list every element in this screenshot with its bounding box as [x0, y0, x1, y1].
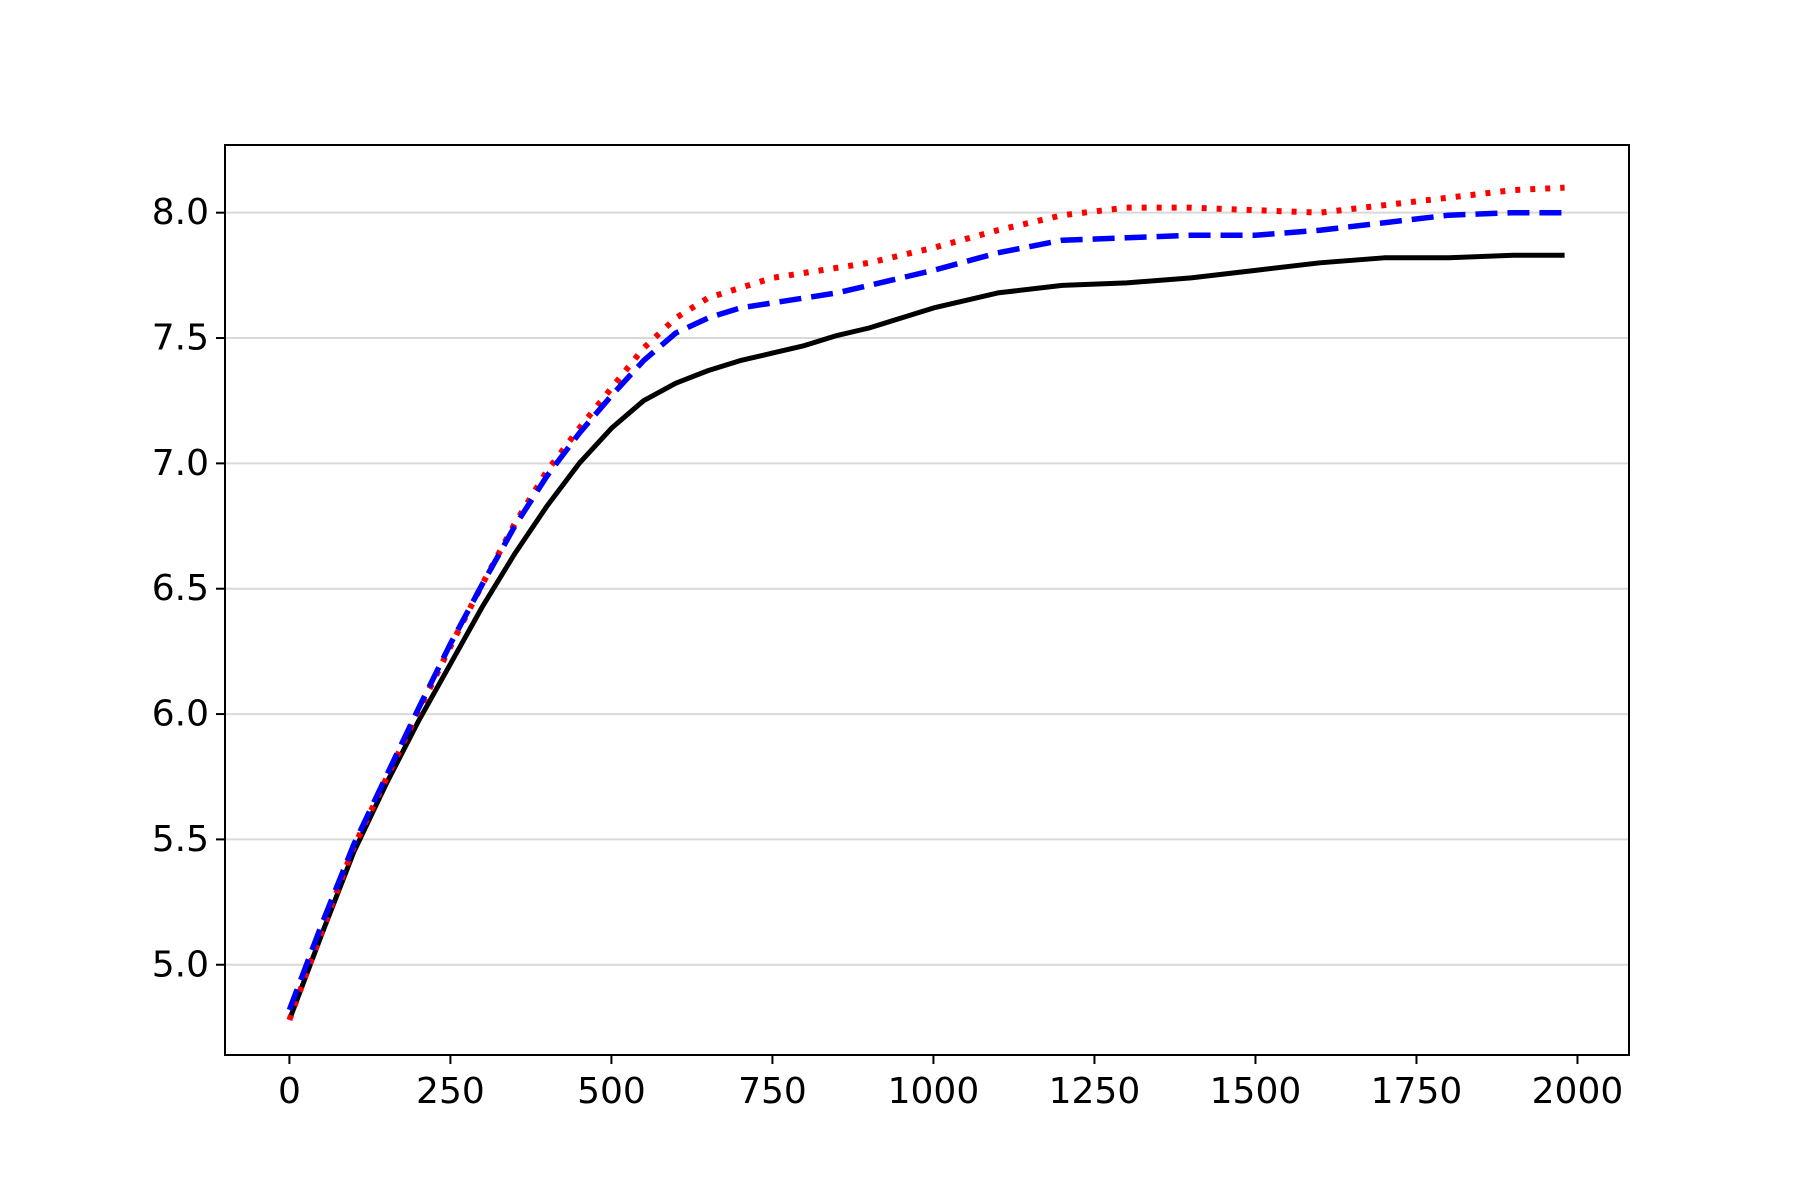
series-line-dashed: [286, 209, 1565, 1011]
series-layer: [286, 184, 1565, 1021]
y-tick-label: 6.5: [152, 568, 209, 609]
series-line-solid: [287, 252, 1565, 1021]
x-tick-label: 0: [278, 1071, 301, 1112]
x-tick-label: 1500: [1210, 1071, 1302, 1112]
x-tick-label: 1250: [1049, 1071, 1141, 1112]
y-tick-label: 7.5: [152, 318, 209, 359]
x-tick-label: 250: [416, 1071, 485, 1112]
y-tick-label: 7.0: [152, 443, 209, 484]
plot-frame: [224, 144, 1630, 1056]
x-tick-label: 500: [577, 1071, 646, 1112]
grid-layer: [225, 211, 1629, 966]
x-tick-label: 1000: [888, 1071, 980, 1112]
y-tick-label: 6.0: [152, 694, 209, 735]
y-tick-label: 5.5: [152, 819, 209, 860]
y-tick-label: 5.0: [152, 944, 209, 985]
x-tick-label: 750: [738, 1071, 807, 1112]
x-tick-label: 1750: [1371, 1071, 1463, 1112]
x-tick-label: 2000: [1532, 1071, 1624, 1112]
y-tick-label: 8.0: [152, 192, 209, 233]
x-axis: 0 250 500 750 1000 1250 1500 1750 2000: [278, 1055, 1623, 1112]
y-axis: 5.0 5.5 6.0 6.5 7.0 7.5 8.0: [152, 192, 225, 985]
